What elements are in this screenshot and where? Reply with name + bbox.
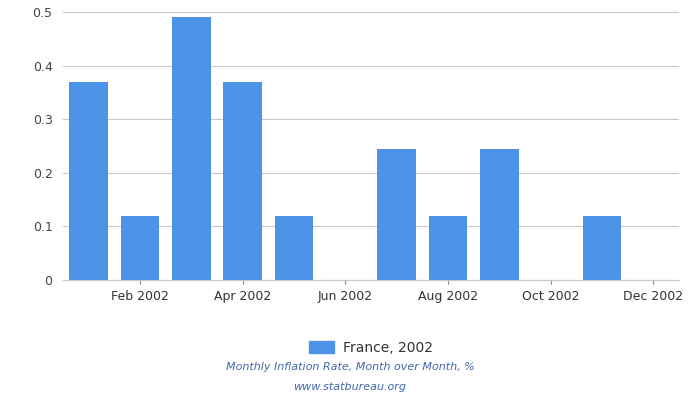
Text: www.statbureau.org: www.statbureau.org (293, 382, 407, 392)
Bar (172, 17, 211, 280)
Bar (223, 82, 262, 280)
Bar (377, 149, 416, 280)
Bar (274, 216, 314, 280)
Bar (582, 216, 622, 280)
Bar (69, 82, 108, 280)
Bar (428, 216, 468, 280)
Bar (120, 216, 160, 280)
Legend: France, 2002: France, 2002 (304, 335, 438, 360)
Bar (480, 149, 519, 280)
Text: Monthly Inflation Rate, Month over Month, %: Monthly Inflation Rate, Month over Month… (225, 362, 475, 372)
